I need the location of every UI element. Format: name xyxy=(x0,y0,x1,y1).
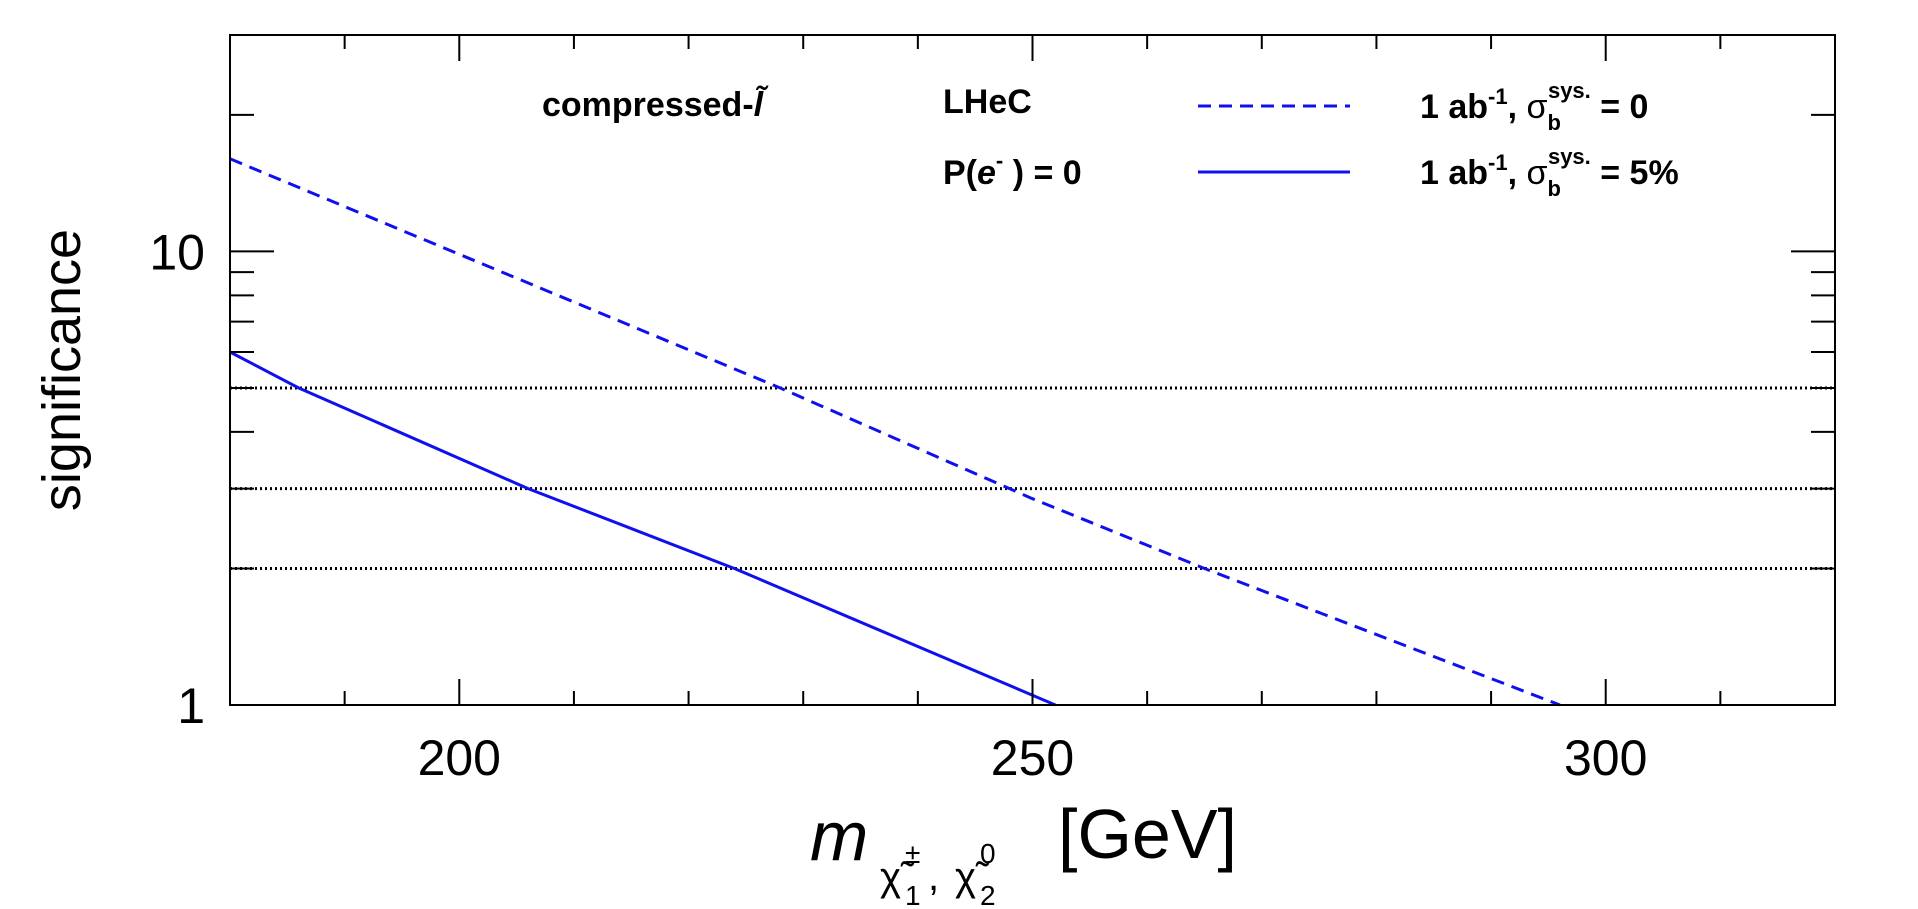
series-line-nosys xyxy=(229,157,1561,707)
x-axis-sub-separator: , xyxy=(928,855,939,899)
x-axis-sub-chargino-charge: ± xyxy=(905,838,920,869)
legend-entry-nosys-lumi: 1 ab xyxy=(1420,88,1488,126)
legend-entry-nosys-sup: sys. xyxy=(1548,78,1591,103)
process-label: compressed-l̃ xyxy=(542,85,769,124)
legend-entry-nosys: 1 ab-1, σb sys. = 0 xyxy=(1420,78,1648,135)
legend-entry-5pct: 1 ab-1, σb sys. = 5% xyxy=(1420,144,1679,201)
legend: 1 ab-1, σbsys. = 0 1 ab-1, σbsys. = 5% xyxy=(1198,78,1679,201)
x-tick-label-250: 250 xyxy=(991,730,1074,786)
y-tick-labels: 1 10 xyxy=(149,224,205,734)
legend-entry-nosys-comma: , xyxy=(1508,88,1527,126)
legend-entry-nosys-lumi-exp: -1 xyxy=(1488,84,1508,109)
x-tick-label-300: 300 xyxy=(1564,730,1647,786)
legend-entry-5pct-sigma: σ xyxy=(1527,154,1548,192)
legend-entry-5pct-comma: , xyxy=(1508,154,1527,192)
x-axis-unit: [GeV] xyxy=(1058,795,1237,873)
collider-label: LHeC xyxy=(943,83,1032,121)
legend-entry-nosys-sigma: σ xyxy=(1527,88,1548,126)
data-series xyxy=(229,157,1561,707)
x-tick-labels: 200 250 300 xyxy=(418,730,1648,786)
legend-entry-5pct-value: = 5% xyxy=(1591,154,1679,192)
x-axis-title: m χ̃ ± 1 , χ̃ 0 2 [GeV] xyxy=(810,795,1237,909)
polarization-prefix: P( xyxy=(943,154,978,192)
plot-frame xyxy=(229,34,1836,706)
x-axis-sub-chargino-index: 1 xyxy=(905,880,921,909)
legend-entry-5pct-lumi: 1 ab xyxy=(1420,154,1488,192)
polarization-label: P(e- ) = 0 xyxy=(943,148,1082,192)
legend-entry-5pct-sub: b xyxy=(1548,176,1561,201)
x-axis-sub-neutralino-charge: 0 xyxy=(980,838,996,869)
polarization-charge: - xyxy=(996,148,1003,173)
y-axis-title: significance xyxy=(32,229,92,511)
x-axis-symbol: m xyxy=(810,797,868,875)
legend-entry-5pct-sup: sys. xyxy=(1548,144,1591,169)
y-tick-label-1: 1 xyxy=(177,678,205,734)
legend-entry-5pct-lumi-exp: -1 xyxy=(1488,150,1508,175)
process-text: compressed- xyxy=(542,86,754,124)
legend-entry-nosys-sub: b xyxy=(1548,110,1561,135)
polarization-suffix: ) = 0 xyxy=(1003,154,1081,192)
x-tick-label-200: 200 xyxy=(418,730,501,786)
polarization-particle: e xyxy=(977,154,996,192)
y-tick-label-10: 10 xyxy=(149,224,205,280)
x-axis-sub-neutralino-index: 2 xyxy=(980,880,996,909)
axis-ticks xyxy=(230,35,1835,705)
legend-entry-nosys-value: = 0 xyxy=(1591,88,1649,126)
series-line-sys5pct xyxy=(229,350,1056,707)
